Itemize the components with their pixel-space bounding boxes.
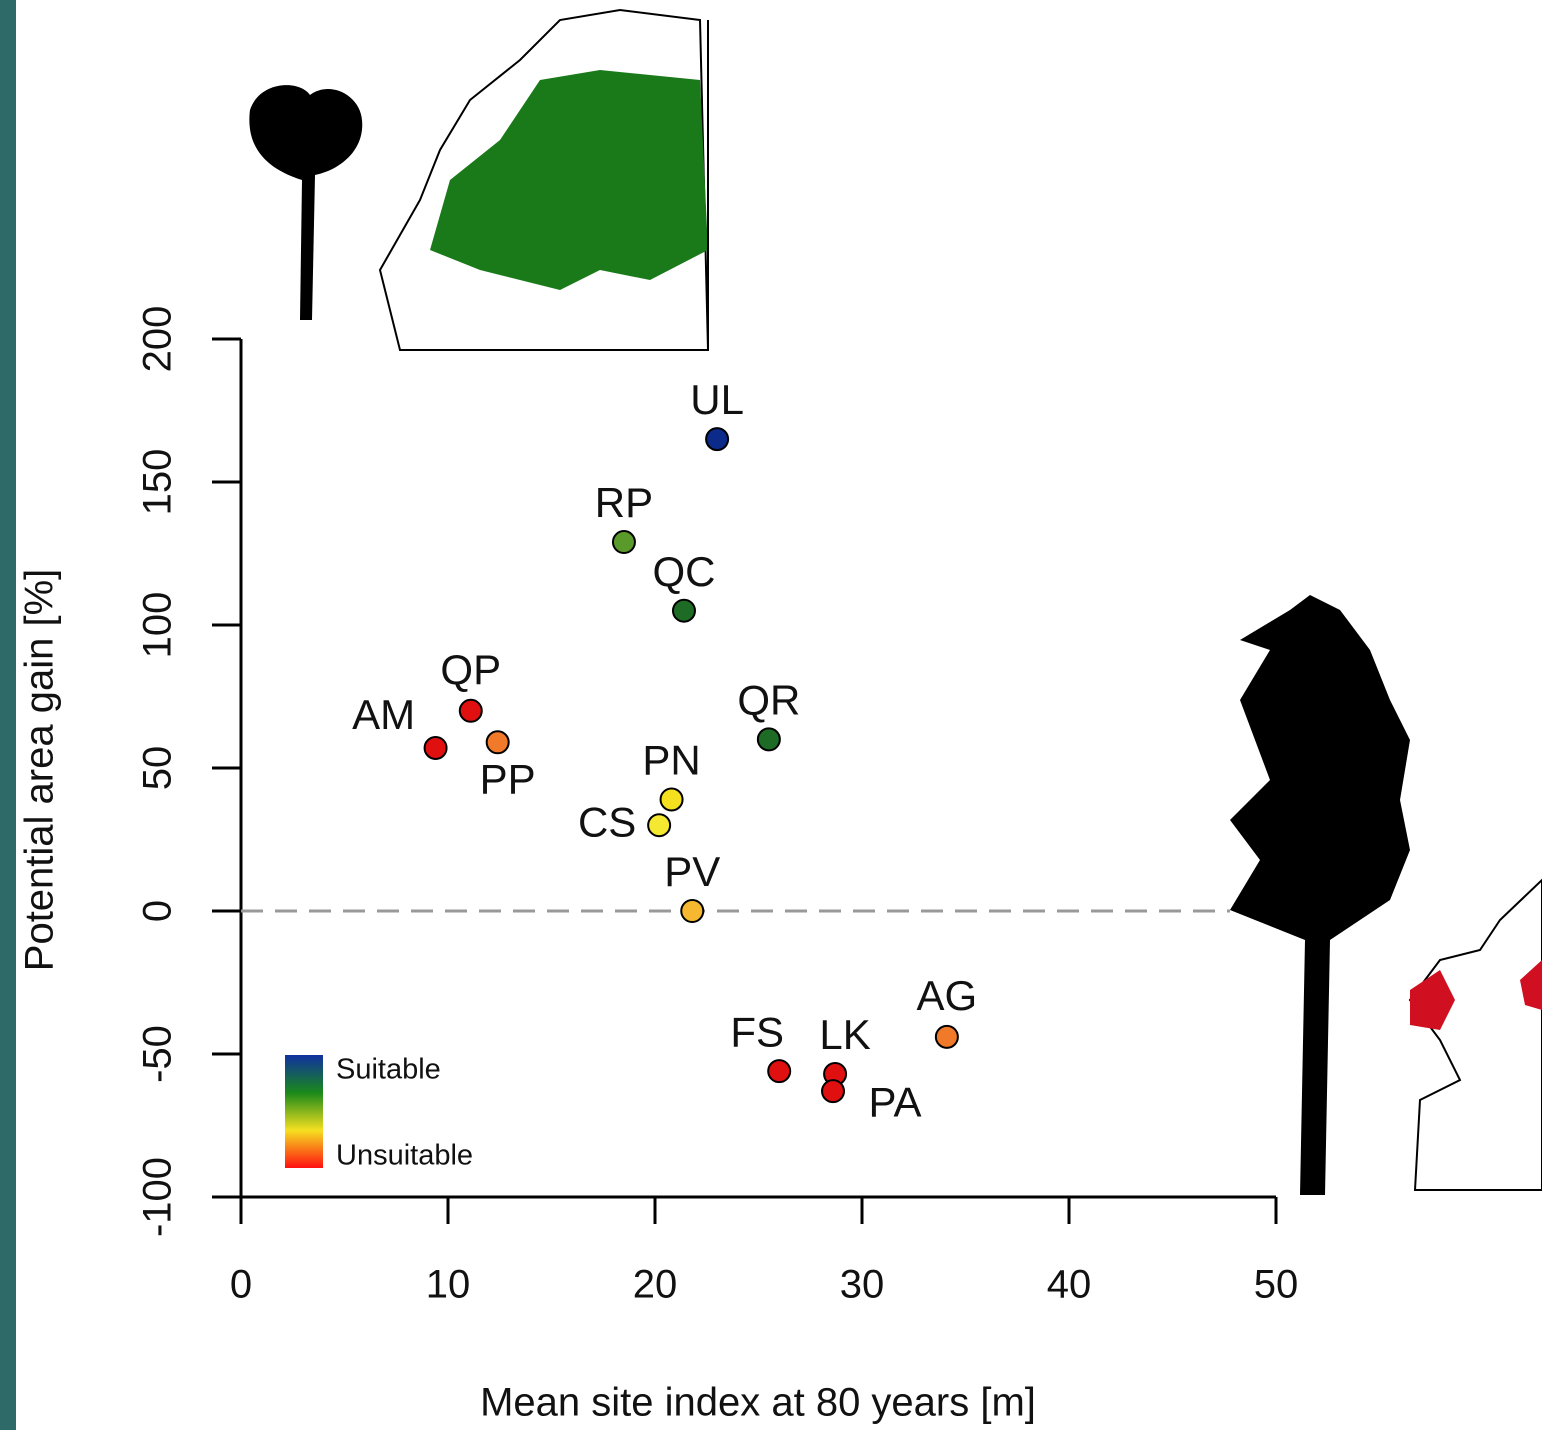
point	[680, 899, 705, 923]
x-tick-label: 50	[1254, 1263, 1299, 1307]
point	[705, 427, 730, 452]
point-label: QR	[737, 676, 800, 723]
leaf-silhouette	[249, 85, 363, 320]
point	[767, 1059, 792, 1084]
x-tick-label: 20	[633, 1263, 678, 1307]
europe-map	[378, 8, 710, 351]
colorbar-label: Unsuitable	[336, 1140, 473, 1172]
point	[756, 727, 781, 752]
point	[671, 598, 696, 623]
point-label: AM	[352, 691, 415, 738]
point	[423, 735, 448, 760]
point-label: QP	[440, 646, 501, 693]
point-label: UL	[690, 376, 744, 423]
point-label: PV	[664, 848, 720, 895]
y-tick-label: 200	[136, 306, 180, 373]
x-axis-title: Mean site index at 80 years [m]	[480, 1381, 1036, 1425]
point-label: PA	[869, 1078, 922, 1125]
x-tick-label: 0	[230, 1263, 252, 1307]
point-label: PP	[480, 755, 536, 802]
point-label: LK	[819, 1011, 870, 1058]
point	[611, 530, 636, 555]
y-tick-label: 100	[136, 592, 180, 659]
point-label: PN	[642, 737, 700, 784]
y-tick-label: -50	[136, 1025, 180, 1083]
y-tick-label: 0	[136, 900, 180, 922]
point	[934, 1024, 959, 1049]
point-label: FS	[730, 1008, 784, 1055]
x-tick-label: 30	[840, 1263, 885, 1307]
point	[659, 787, 684, 812]
colorbar-label: Suitable	[336, 1054, 441, 1086]
x-tick-label: 10	[426, 1263, 471, 1307]
point	[458, 698, 483, 723]
tree-silhouette	[1230, 595, 1410, 1195]
point-label: AG	[917, 972, 978, 1019]
colorbar	[285, 1055, 323, 1168]
point-label: QC	[652, 548, 715, 595]
side-strip	[0, 0, 16, 1430]
point-label: RP	[595, 479, 653, 526]
y-tick-label: 150	[136, 449, 180, 516]
point-label: CS	[578, 798, 636, 845]
y-tick-label: -100	[136, 1157, 180, 1237]
y-axis-title: Potential area gain [%]	[18, 569, 62, 971]
point	[485, 730, 510, 755]
point	[821, 1079, 846, 1104]
point	[647, 813, 672, 838]
y-tick-label: 50	[136, 746, 180, 791]
europe-map-right	[1408, 878, 1542, 1191]
x-tick-label: 40	[1047, 1263, 1092, 1307]
